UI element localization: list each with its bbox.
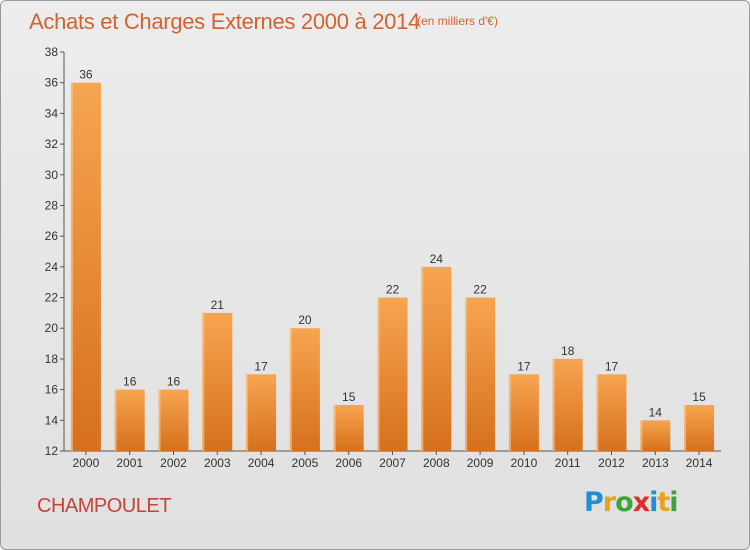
data-label: 22: [473, 283, 487, 297]
x-tick-label: 2009: [467, 456, 494, 470]
bar-highlight: [158, 389, 161, 451]
x-tick-label: 2013: [642, 456, 669, 470]
commune-name: CHAMPOULET: [37, 495, 171, 517]
bar: [465, 297, 496, 451]
x-tick-label: 2008: [423, 456, 450, 470]
proxiti-logo: Proxiti: [584, 487, 679, 518]
bar: [640, 420, 671, 451]
data-label: 36: [79, 68, 93, 82]
y-tick-label: 34: [45, 106, 59, 120]
logo-letter: o: [615, 487, 634, 518]
x-tick-label: 2012: [598, 456, 625, 470]
bar: [158, 389, 189, 451]
bar-highlight: [333, 404, 336, 451]
x-tick-label: 2011: [555, 456, 581, 470]
data-label: 21: [211, 298, 225, 312]
y-tick-label: 30: [45, 168, 59, 182]
bar: [114, 389, 145, 451]
y-tick-label: 26: [45, 229, 59, 243]
y-tick-label: 16: [45, 383, 59, 397]
chart-subtitle: (en milliers d'€): [417, 14, 498, 28]
data-label: 18: [561, 344, 575, 358]
chart-axes: 12 14 16 18 20 22 24 26 28 30 32 34 36 38 2000 2001 2002…: [45, 45, 721, 470]
bar-highlight: [508, 374, 511, 451]
bar: [421, 266, 452, 451]
logo-letter: i: [649, 487, 658, 518]
x-tick-label: 2005: [292, 456, 319, 470]
y-tick-label: 14: [45, 413, 59, 427]
x-tick-label: 2002: [160, 456, 187, 470]
bar: [70, 82, 101, 451]
y-tick-label: 24: [45, 260, 59, 274]
data-label: 17: [254, 359, 268, 373]
bar-highlight: [465, 297, 468, 451]
logo-letter: P: [584, 487, 604, 518]
bar-highlight: [684, 404, 687, 451]
x-tick-label: 2007: [379, 456, 406, 470]
bar: [377, 297, 408, 451]
data-label: 15: [342, 390, 356, 404]
y-tick-label: 20: [45, 321, 59, 335]
chart-bars: 36 16 16 21 17 20 15 22 24 22 17 18 17 14 15: [70, 68, 715, 451]
bar-highlight: [70, 82, 73, 451]
x-tick-label: 2014: [686, 456, 713, 470]
y-tick-label: 36: [45, 76, 59, 90]
bar-highlight: [552, 358, 555, 451]
bar: [596, 374, 627, 451]
data-label: 17: [517, 359, 531, 373]
y-tick-label: 18: [45, 352, 59, 366]
bar-highlight: [246, 374, 249, 451]
data-label: 17: [605, 359, 619, 373]
bar-chart: 12 14 16 18 20 22 24 26 28 30 32 34 36 38 2000 2001 2002…: [45, 45, 721, 470]
y-tick-label: 38: [45, 45, 59, 59]
data-label: 22: [386, 283, 400, 297]
data-label: 14: [649, 405, 663, 419]
x-tick-label: 2010: [511, 456, 538, 470]
data-label: 16: [123, 375, 137, 389]
logo-letter: r: [602, 487, 616, 518]
bar-highlight: [640, 420, 643, 451]
bar: [684, 404, 715, 451]
bar-highlight: [377, 297, 380, 451]
logo-letter: x: [632, 487, 650, 518]
y-tick-label: 12: [45, 444, 59, 458]
y-tick-label: 28: [45, 198, 59, 212]
y-tick-label: 22: [45, 291, 59, 305]
x-tick-label: 2001: [116, 456, 143, 470]
bar-highlight: [289, 328, 292, 451]
x-tick-label: 2004: [248, 456, 275, 470]
data-label: 16: [167, 375, 181, 389]
bar: [246, 374, 277, 451]
bar-highlight: [114, 389, 117, 451]
x-tick-label: 2003: [204, 456, 231, 470]
data-label: 20: [298, 313, 312, 327]
bar: [333, 404, 364, 451]
logo-letter: t: [657, 487, 670, 518]
bar-highlight: [596, 374, 599, 451]
bar-highlight: [421, 266, 424, 451]
bar: [552, 358, 583, 451]
x-tick-label: 2000: [73, 456, 100, 470]
logo-letter: i: [669, 487, 678, 518]
bar: [508, 374, 539, 451]
bar: [289, 328, 320, 451]
data-label: 24: [430, 252, 444, 266]
y-tick-label: 32: [45, 137, 59, 151]
chart-title: Achats et Charges Externes 2000 à 2014: [29, 9, 420, 34]
x-tick-label: 2006: [335, 456, 362, 470]
bar: [202, 312, 233, 451]
bar-highlight: [202, 312, 205, 451]
data-label: 15: [692, 390, 706, 404]
